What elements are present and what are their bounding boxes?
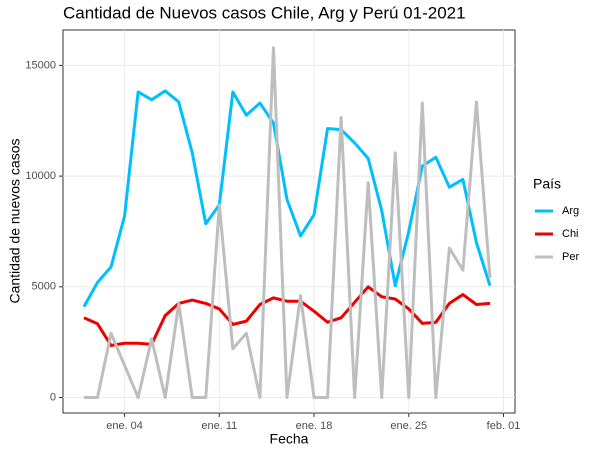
- y-tick-label: 0: [50, 391, 56, 403]
- x-tick-label: ene. 11: [201, 420, 237, 432]
- x-axis-label: Fecha: [270, 431, 309, 447]
- y-tick-label: 5000: [32, 281, 56, 293]
- x-tick-label: ene. 04: [106, 420, 143, 432]
- legend-label: Arg: [562, 205, 579, 217]
- y-tick-label: 10000: [25, 170, 56, 182]
- legend-title: País: [533, 176, 561, 192]
- y-axis-label: Cantidad de nuevos casos: [7, 139, 23, 304]
- legend-label: Per: [562, 251, 579, 263]
- legend-label: Chi: [562, 228, 579, 240]
- x-tick-label: ene. 18: [296, 420, 333, 432]
- x-tick-label: ene. 25: [390, 420, 427, 432]
- panel: [62, 29, 516, 414]
- line: [82, 89, 492, 308]
- x-tick-label: feb. 01: [487, 420, 521, 432]
- y-tick-label: 15000: [25, 59, 56, 71]
- chart-title: Cantidad de Nuevos casos Chile, Arg y Pe…: [63, 3, 466, 22]
- line: [83, 46, 492, 400]
